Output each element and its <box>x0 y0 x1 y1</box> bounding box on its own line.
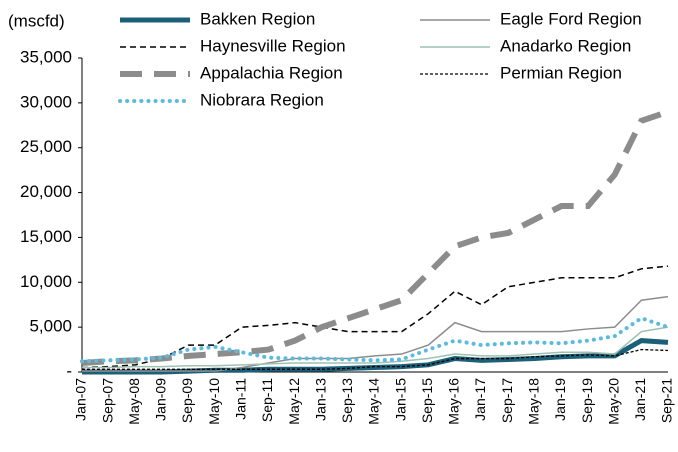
series-line <box>82 326 669 369</box>
x-tick-label: May-12 <box>286 378 302 425</box>
x-tick-label: May-18 <box>526 378 542 425</box>
legend-label: Anadarko Region <box>500 36 631 55</box>
x-tick-label: Jan-21 <box>632 378 648 421</box>
x-tick-label: Jan-15 <box>392 378 408 421</box>
y-tick-label: 35,000 <box>20 47 72 66</box>
series-line <box>82 348 669 370</box>
x-tick-label: Sep-15 <box>419 378 435 423</box>
y-tick-label: 25,000 <box>20 137 72 156</box>
x-tick-label: Jan-19 <box>552 378 568 421</box>
y-tick-label: 20,000 <box>20 182 72 201</box>
x-tick-label: Sep-13 <box>339 378 355 423</box>
y-axis-label: (mscfd) <box>8 11 65 30</box>
x-tick-label: Sep-21 <box>659 378 675 423</box>
series-line <box>80 315 670 364</box>
x-tick-label: May-10 <box>206 378 222 425</box>
x-tick-label: May-08 <box>126 378 142 425</box>
x-tick-label: Sep-17 <box>499 378 515 423</box>
x-tick-label: Jan-07 <box>73 378 89 421</box>
y-tick-label: - <box>66 361 72 380</box>
y-tick-label: 10,000 <box>20 272 72 291</box>
x-tick-label: Sep-09 <box>179 378 195 423</box>
x-tick-label: Jan-11 <box>233 378 249 420</box>
series-line <box>81 265 669 369</box>
y-tick-label: 15,000 <box>20 227 72 246</box>
x-tick-label: Jan-13 <box>312 378 328 421</box>
legend-label: Appalachia Region <box>200 63 343 82</box>
x-tick-label: Sep-11 <box>259 378 275 422</box>
x-tick-label: Sep-19 <box>579 378 595 423</box>
x-tick-label: Sep-07 <box>99 378 115 423</box>
series-line <box>82 295 669 372</box>
y-tick-label: 5,000 <box>29 317 72 336</box>
legend-label: Niobrara Region <box>200 90 324 109</box>
x-tick-label: Jan-09 <box>153 378 169 421</box>
y-tick-label: 30,000 <box>20 92 72 111</box>
legend-label: Permian Region <box>500 63 622 82</box>
x-tick-label: Jan-17 <box>472 378 488 421</box>
series-line <box>81 108 669 367</box>
x-tick-label: May-16 <box>446 378 462 425</box>
legend-label: Eagle Ford Region <box>500 9 642 28</box>
legend-label: Haynesville Region <box>200 36 346 55</box>
legend-label: Bakken Region <box>200 9 315 28</box>
x-tick-label: May-20 <box>605 378 621 425</box>
x-tick-label: May-14 <box>366 378 382 425</box>
